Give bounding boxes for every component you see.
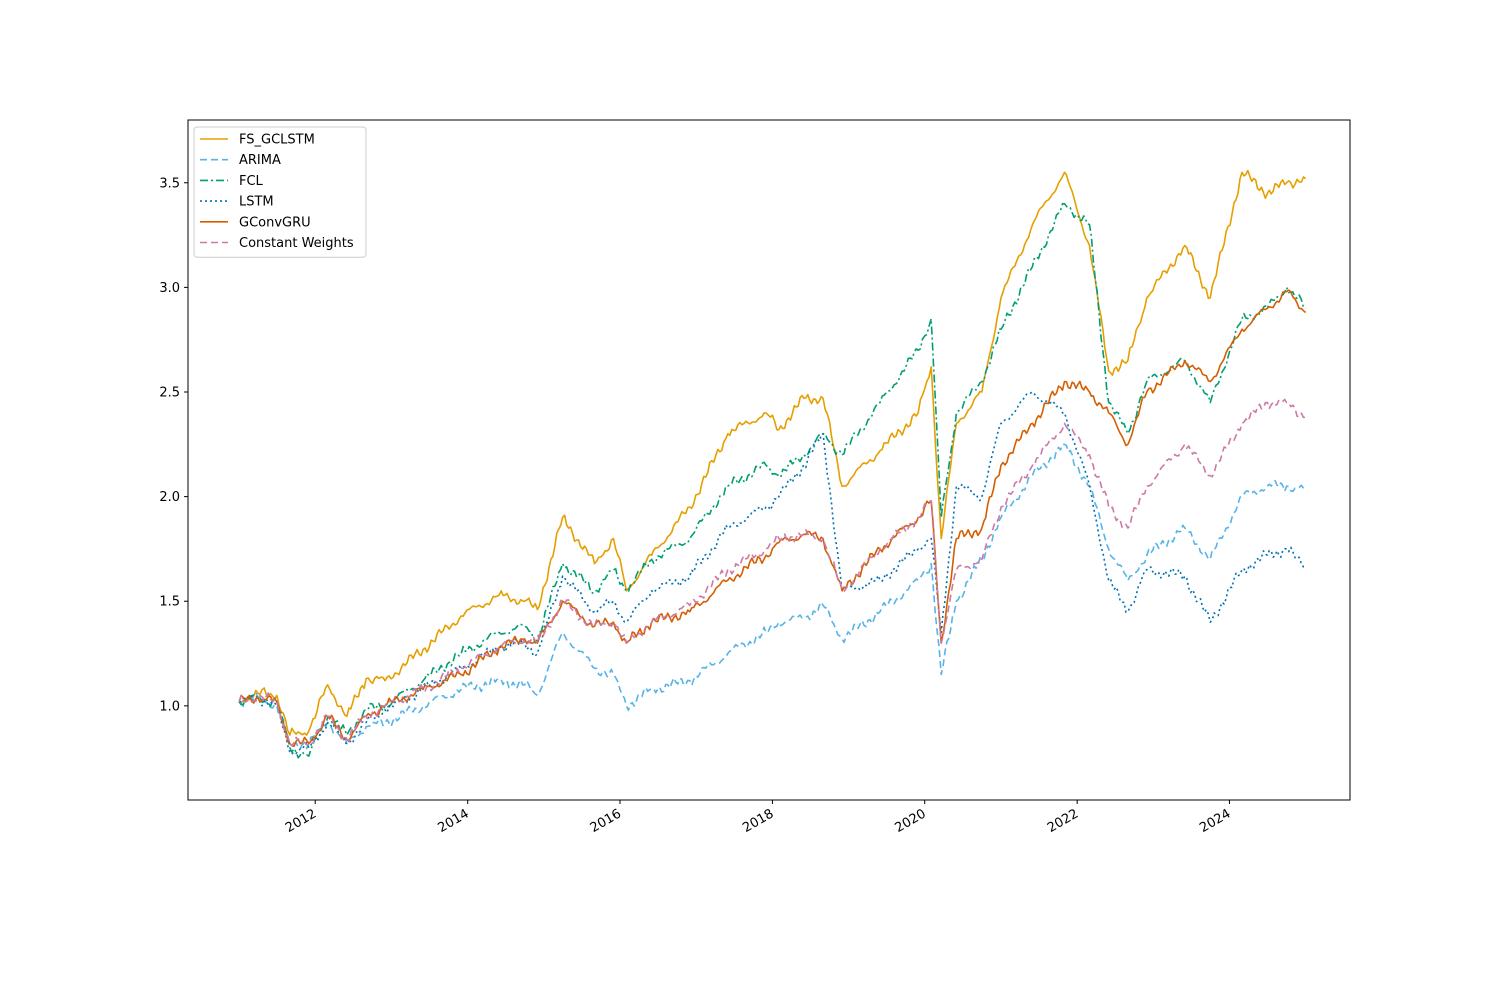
plot-frame	[187, 119, 1351, 801]
y-axis: 1.0 1.5 2.0 2.5 3.0 3.5	[159, 176, 188, 714]
series-line-constant-weights	[238, 398, 1306, 747]
y-tick-label: 2.5	[159, 386, 180, 401]
x-tick-label: 2024	[1197, 806, 1233, 836]
x-axis: 2012 2014 2016 2018 2020 2022 2024	[283, 800, 1233, 836]
legend-label: FS_GCLSTM	[239, 133, 315, 148]
legend-label: LSTM	[239, 195, 274, 210]
x-tick-label: 2014	[436, 806, 472, 836]
legend-box	[193, 126, 367, 258]
x-tick-label: 2016	[588, 806, 624, 836]
y-tick-label: 2.0	[159, 490, 180, 505]
y-tick-label: 3.0	[159, 281, 180, 296]
legend-label: Constant Weights	[239, 236, 354, 251]
x-tick-label: 2018	[740, 806, 776, 836]
x-tick-label: 2020	[893, 806, 929, 836]
series-line-arima	[238, 443, 1307, 750]
x-tick-label: 2012	[283, 806, 319, 836]
x-tick-label: 2022	[1045, 806, 1081, 836]
legend-label: ARIMA	[239, 153, 281, 168]
legend: FS_GCLSTM ARIMA FCL LSTM GConvGRU Constant We…	[193, 126, 367, 258]
series-layer	[238, 169, 1307, 759]
series-line-gconvgru	[238, 289, 1307, 748]
series-line-fs-gclstm	[238, 169, 1307, 736]
legend-label: FCL	[239, 174, 264, 189]
y-tick-label: 1.5	[159, 595, 180, 610]
legend-label: GConvGRU	[239, 215, 311, 230]
series-line-fcl	[238, 202, 1306, 759]
y-tick-label: 3.5	[159, 176, 180, 191]
y-tick-label: 1.0	[159, 699, 180, 714]
